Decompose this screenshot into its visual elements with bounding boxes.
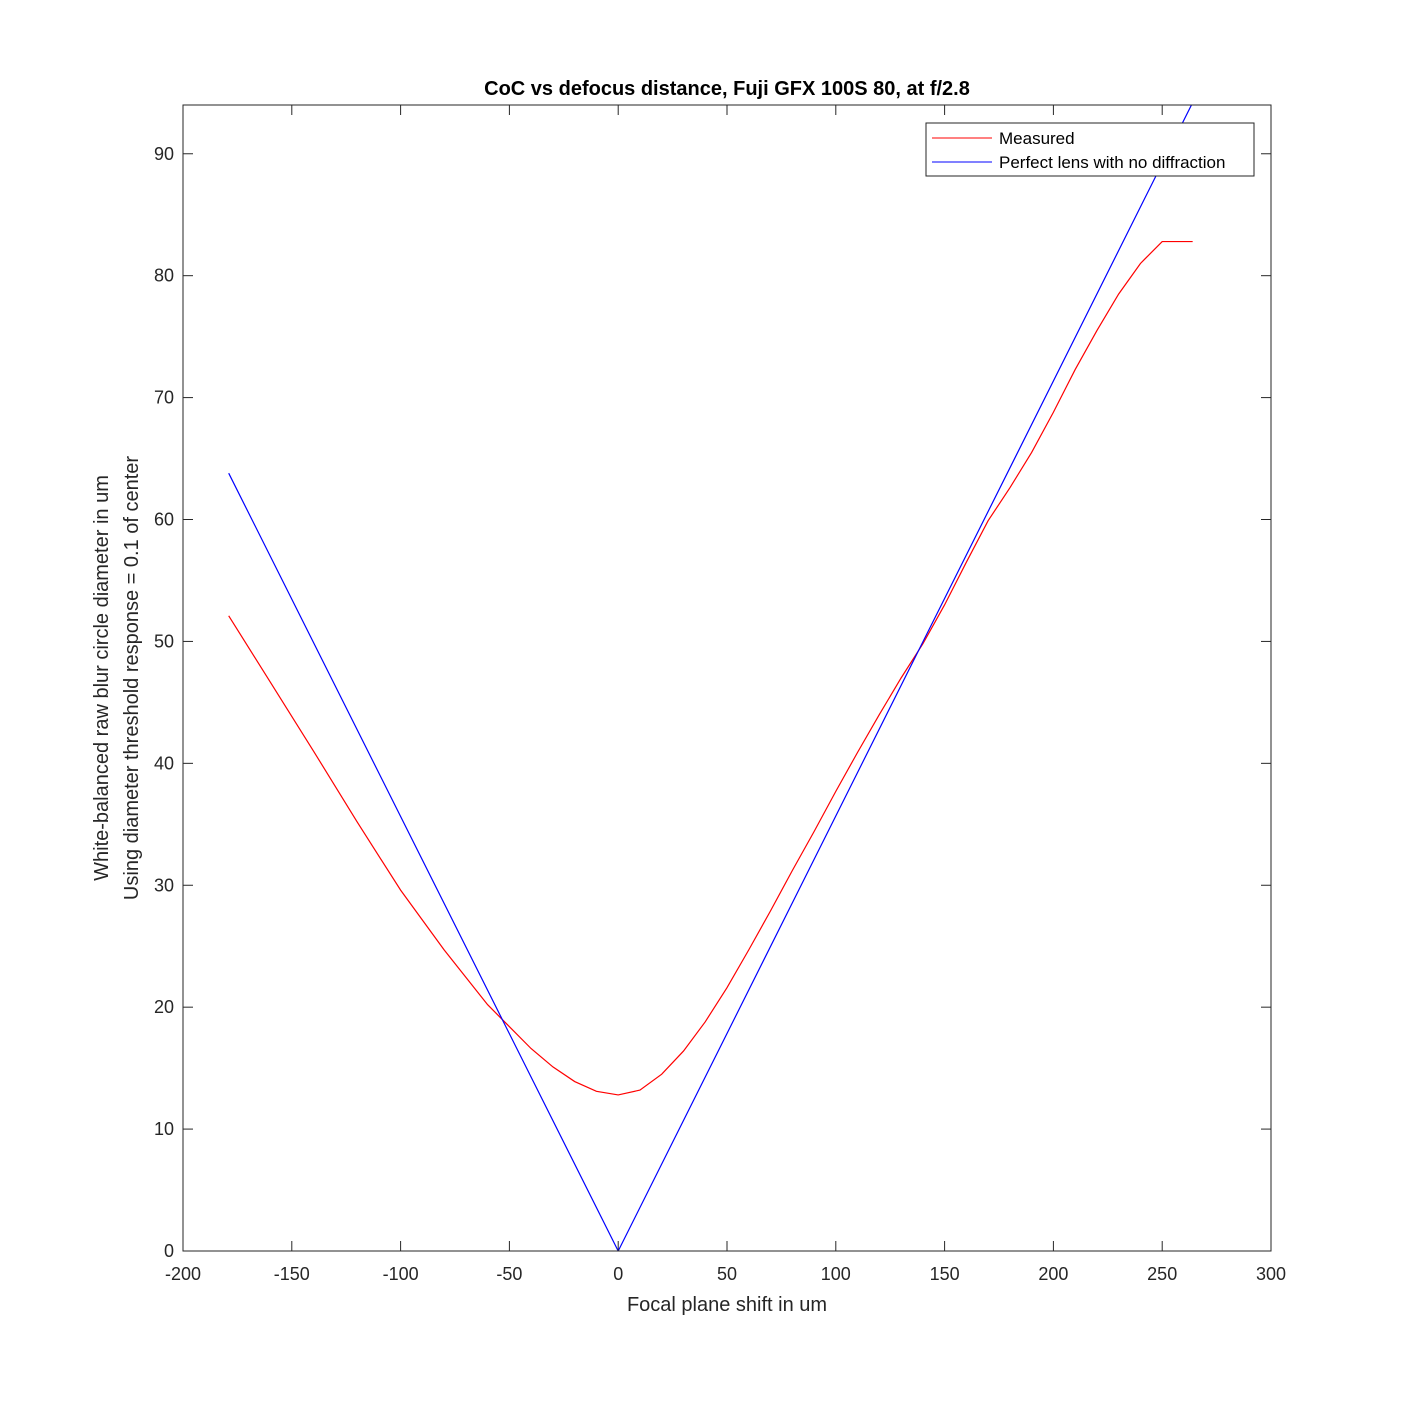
x-tick-label: -200 bbox=[165, 1264, 201, 1284]
y-tick-label: 70 bbox=[154, 388, 174, 408]
series-layer bbox=[228, 105, 1193, 1251]
axes-layer: -200 -150 -100 -50 0 50 100 150 200 250 300 0 10 20 30… bbox=[154, 104, 1286, 1284]
legend-box bbox=[925, 122, 1255, 177]
x-tick-label: 50 bbox=[717, 1264, 737, 1284]
series-line-1 bbox=[228, 105, 1193, 1251]
y-tick-label: 10 bbox=[154, 1119, 174, 1139]
plot-area bbox=[183, 105, 1271, 1251]
legend-label-perfect-lens: Perfect lens with no diffraction bbox=[999, 153, 1225, 172]
x-tick-label: 100 bbox=[821, 1264, 851, 1284]
legend: Measured Perfect lens with no diffractio… bbox=[925, 122, 1255, 177]
y-tick-label: 50 bbox=[154, 631, 174, 651]
x-tick-label: 0 bbox=[613, 1264, 623, 1284]
y-tick-label: 30 bbox=[154, 875, 174, 895]
y-axis-label-line-1: White-balanced raw blur circle diameter … bbox=[91, 475, 113, 881]
x-tick-label: 300 bbox=[1256, 1264, 1286, 1284]
x-axis-label: Focal plane shift in um bbox=[627, 1294, 827, 1316]
y-tick-label: 90 bbox=[154, 144, 174, 164]
x-tick-label: -100 bbox=[383, 1264, 419, 1284]
series-line-0 bbox=[228, 240, 1193, 1096]
y-tick-label: 80 bbox=[154, 266, 174, 286]
x-tick-label: -50 bbox=[496, 1264, 522, 1284]
x-tick-label: 200 bbox=[1038, 1264, 1068, 1284]
chart-title: CoC vs defocus distance, Fuji GFX 100S 8… bbox=[484, 78, 970, 100]
x-tick-label: -150 bbox=[274, 1264, 310, 1284]
y-tick-label: 40 bbox=[154, 753, 174, 773]
x-tick-label: 150 bbox=[930, 1264, 960, 1284]
legend-label-measured: Measured bbox=[999, 129, 1075, 148]
y-tick-label: 20 bbox=[154, 997, 174, 1017]
y-axis-label-line-2: Using diameter threshold response = 0.1 … bbox=[121, 456, 143, 900]
y-tick-label: 60 bbox=[154, 510, 174, 530]
x-tick-label: 250 bbox=[1147, 1264, 1177, 1284]
y-tick-label: 0 bbox=[164, 1241, 174, 1261]
